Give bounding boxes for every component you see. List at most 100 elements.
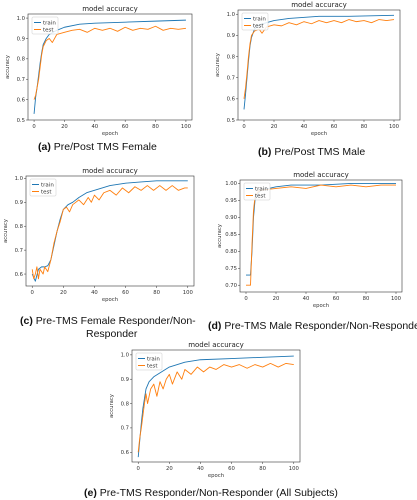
caption-b: (b) Pre/Post TMS Male [258, 146, 365, 158]
x-axis-label: epoch [311, 131, 327, 137]
legend-label-train: train [43, 20, 56, 26]
x-axis-label: epoch [102, 297, 118, 303]
series-line-test [31, 185, 188, 280]
legend-label-train: train [41, 182, 54, 188]
x-tick-label: 20 [166, 466, 173, 472]
y-tick-label: 1.00 [225, 181, 237, 187]
series-line-test [246, 184, 396, 286]
x-tick-label: 0 [244, 296, 248, 302]
chart-b-svg: model accuracy 0 20 40 60 80 100 0.5 0.6 0.7 0.8 0.… [215, 1, 401, 137]
y-axis-label: accuracy [215, 53, 221, 77]
chart-d-svg: model accuracy 0 20 40 60 80 100 0.70 0.75 0.80 0.… [217, 171, 403, 309]
x-tick-label: 60 [331, 124, 338, 130]
x-axis-label: epoch [313, 303, 329, 309]
chart-title: model accuracy [82, 167, 138, 175]
caption-e-text: Pre-TMS Responder/Non-Responder (All Sub… [96, 487, 338, 499]
chart-c-svg: model accuracy 0 20 40 60 80 100 0.6 0.7 0.8 0.9 1.… [3, 167, 195, 303]
series-line-train [31, 180, 188, 282]
caption-b-text: Pre/Post TMS Male [271, 146, 366, 158]
chart-title: model accuracy [188, 341, 244, 349]
caption-d-letter: (d) [208, 320, 222, 332]
y-tick-label: 1.0 [17, 16, 26, 22]
x-axis-label: epoch [102, 131, 118, 137]
plot-frame [25, 175, 195, 287]
plot-frame [239, 179, 403, 293]
caption-c-text-2: Responder [86, 328, 138, 340]
y-axis-label: accuracy [5, 55, 11, 79]
y-tick-label: 0.9 [15, 200, 23, 206]
x-tick-label: 0 [242, 124, 246, 130]
chart-a-svg: model accuracy 0 20 40 60 80 100 0.5 0.6 0.7 0.8 0.… [5, 5, 193, 137]
caption-d-text: Pre-TMS Male Responder/Non-Responder [221, 320, 417, 332]
y-tick-label: 0.8 [15, 224, 24, 230]
x-tick-label: 80 [259, 466, 266, 472]
y-tick-label: 1.0 [121, 353, 130, 359]
x-tick-label: 80 [361, 124, 368, 130]
y-tick-label: 0.7 [15, 248, 23, 254]
y-tick-label: 0.7 [227, 75, 235, 81]
y-tick-label: 0.90 [225, 215, 237, 221]
x-axis-label: epoch [208, 473, 224, 479]
caption-a-text: Pre/Post TMS Female [50, 141, 157, 153]
y-axis-label: accuracy [109, 394, 115, 418]
y-tick-label: 0.7 [121, 426, 129, 432]
chart-panel-c: model accuracy 0 20 40 60 80 100 0.6 0.7 0.8 0.9 1.… [2, 166, 207, 306]
series-line-test [33, 25, 186, 100]
x-tick-label: 20 [60, 290, 67, 296]
x-tick-label: 60 [122, 124, 129, 130]
x-tick-label: 60 [228, 466, 235, 472]
x-tick-label: 40 [197, 466, 204, 472]
x-tick-label: 100 [183, 290, 194, 296]
x-tick-label: 0 [137, 466, 141, 472]
legend-label-test: test [255, 193, 266, 199]
y-tick-label: 0.75 [225, 266, 237, 272]
x-tick-label: 0 [32, 124, 36, 130]
x-tick-label: 60 [333, 296, 340, 302]
x-tick-label: 40 [91, 124, 98, 130]
x-tick-label: 100 [181, 124, 192, 130]
caption-d: (d) Pre-TMS Male Responder/Non-Responder [208, 320, 417, 332]
y-tick-label: 0.9 [121, 377, 129, 383]
legend-label-test: test [253, 23, 264, 29]
x-tick-label: 40 [303, 296, 310, 302]
chart-e-svg: model accuracy 0 20 40 60 80 100 0.6 0.7 0.8 0.9 1.… [109, 341, 301, 479]
y-tick-label: 0.6 [227, 97, 236, 103]
caption-c-text: Pre-TMS Female Responder/Non- [32, 315, 196, 327]
y-tick-label: 0.85 [225, 232, 237, 238]
x-tick-label: 80 [152, 124, 159, 130]
legend-label-test: test [41, 189, 52, 195]
y-tick-label: 0.9 [17, 36, 25, 42]
series-line-train [137, 355, 294, 458]
series-line-test [243, 19, 395, 99]
y-tick-label: 1.0 [227, 12, 236, 18]
caption-e: (e) Pre-TMS Responder/Non-Responder (All… [84, 487, 338, 499]
x-tick-label: 20 [61, 124, 68, 130]
legend-label-train: train [255, 186, 268, 192]
y-tick-label: 0.70 [225, 283, 237, 289]
x-tick-label: 0 [31, 290, 35, 296]
x-tick-label: 60 [122, 290, 129, 296]
series-line-test [137, 362, 294, 453]
legend-label-test: test [147, 363, 158, 369]
chart-title: model accuracy [82, 5, 138, 13]
caption-b-letter: (b) [258, 146, 272, 158]
x-tick-label: 40 [91, 290, 98, 296]
y-axis-label: accuracy [3, 219, 9, 243]
chart-panel-d: model accuracy 0 20 40 60 80 100 0.70 0.75 0.80 0.… [212, 170, 417, 310]
y-axis-label: accuracy [217, 224, 223, 248]
x-tick-label: 20 [271, 124, 278, 130]
chart-panel-e: model accuracy 0 20 40 60 80 100 0.6 0.7 0.8 0.9 1.… [106, 340, 311, 480]
legend-label-train: train [147, 356, 160, 362]
y-tick-label: 0.8 [227, 54, 236, 60]
x-tick-label: 100 [289, 466, 300, 472]
caption-c-line1: (c) Pre-TMS Female Responder/Non- [20, 315, 196, 327]
y-tick-label: 0.8 [121, 401, 130, 407]
caption-a: (a) Pre/Post TMS Female [38, 141, 157, 153]
y-tick-label: 0.5 [17, 118, 25, 124]
plot-frame [27, 13, 193, 121]
caption-a-letter: (a) [38, 141, 51, 153]
chart-panel-a: model accuracy 0 20 40 60 80 100 0.5 0.6 0.7 0.8 0.… [2, 0, 207, 138]
x-tick-label: 80 [363, 296, 370, 302]
y-tick-label: 1.0 [15, 176, 24, 182]
legend-label-test: test [43, 27, 54, 33]
